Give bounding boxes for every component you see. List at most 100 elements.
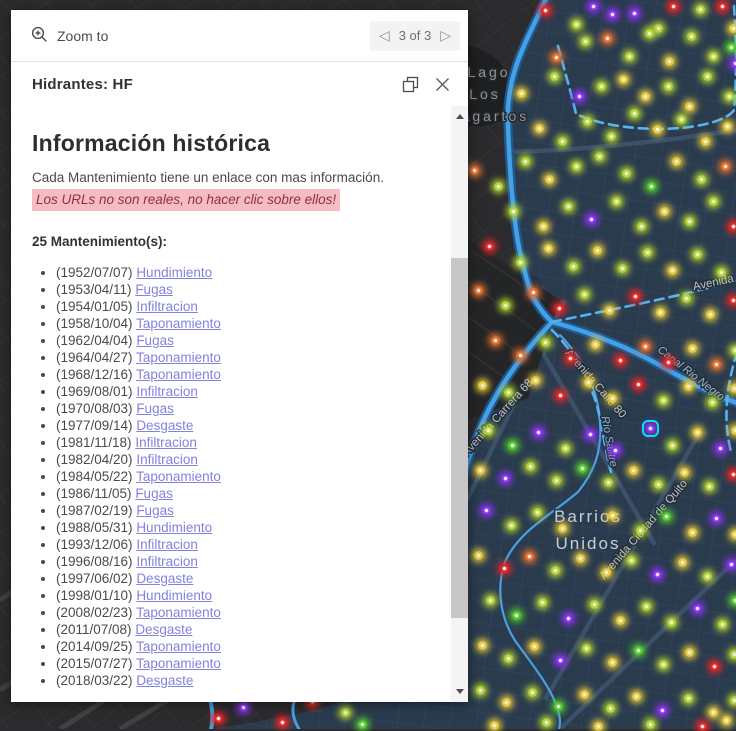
maintenance-link[interactable]: Taponamiento [136,605,221,620]
magnifier-plus-icon [31,26,48,46]
maintenance-link[interactable]: Infiltracion [136,384,198,399]
maintenance-item: (1987/02/19) Fugas [56,502,441,519]
popup-title: Hidrantes: HF [32,76,133,93]
maintenance-link[interactable]: Hundimiento [136,520,212,535]
maintenance-link[interactable]: Infiltracion [136,554,198,569]
zoom-to-button[interactable]: Zoom to [31,26,108,46]
lake-label: Lago [467,64,510,80]
maintenance-date: (1968/12/16) [56,367,136,382]
maintenance-item: (2018/03/22) Desgaste [56,672,441,689]
maintenance-item: (1954/01/05) Infiltracion [56,298,441,315]
next-feature-button[interactable]: ▷ [440,29,451,43]
maintenance-link[interactable]: Desgaste [135,622,192,637]
maintenance-item: (1962/04/04) Fugas [56,332,441,349]
maintenance-link[interactable]: Fugas [136,333,174,348]
scroll-down-button[interactable] [451,683,468,700]
feature-pager: ◁ 3 of 3 ▷ [370,21,460,51]
maintenance-item: (1964/04/27) Taponamiento [56,349,441,366]
maintenance-item: (1982/04/20) Infiltracion [56,451,441,468]
maintenance-link[interactable]: Infiltracion [136,299,198,314]
maintenance-item: (2008/02/23) Taponamiento [56,604,441,621]
maintenance-date: (1986/11/05) [56,486,135,501]
zoom-to-label: Zoom to [57,28,108,44]
maintenance-date: (1997/06/02) [56,571,136,586]
district-label: Barrios [554,507,622,526]
scroll-up-button[interactable] [451,108,468,125]
maintenance-date: (2008/02/23) [56,605,136,620]
maintenance-link[interactable]: Desgaste [136,673,193,688]
maintenance-link[interactable]: Infiltracion [136,537,198,552]
maintenance-date: (1984/05/22) [56,469,136,484]
popup-titlebar: Hidrantes: HF [11,62,468,106]
maintenance-item: (1958/10/04) Taponamiento [56,315,441,332]
maintenance-item: (1952/07/07) Hundimiento [56,264,441,281]
maintenance-link[interactable]: Taponamiento [136,639,221,654]
maintenance-item: (1998/01/10) Hundimiento [56,587,441,604]
maintenance-link[interactable]: Fugas [136,401,174,416]
maintenance-list: (1952/07/07) Hundimiento(1953/04/11) Fug… [32,264,441,689]
scrollbar-thumb[interactable] [451,258,468,618]
previous-feature-button[interactable]: ◁ [379,29,390,43]
maintenance-link[interactable]: Taponamiento [136,367,221,382]
popup-toolbar: Zoom to ◁ 3 of 3 ▷ [11,10,468,62]
maintenance-date: (1977/09/14) [56,418,136,433]
maintenance-link[interactable]: Hundimiento [136,588,212,603]
maintenance-date: (2014/09/25) [56,639,136,654]
maintenance-date: (2011/07/08) [56,622,135,637]
maintenance-link[interactable]: Taponamiento [136,469,221,484]
maintenance-item: (1968/12/16) Taponamiento [56,366,441,383]
maintenance-link[interactable]: Taponamiento [136,350,221,365]
maintenance-item: (1969/08/01) Infiltracion [56,383,441,400]
maintenance-date: (1954/01/05) [56,299,136,314]
maintenance-date: (1982/04/20) [56,452,136,467]
content-heading: Información histórica [32,134,441,153]
pager-text: 3 of 3 [399,28,432,43]
maintenance-date: (2015/07/27) [56,656,136,671]
maintenance-date: (1993/12/06) [56,537,136,552]
maintenance-link[interactable]: Desgaste [136,571,193,586]
maintenance-date: (1952/07/07) [56,265,136,280]
intro-text: Cada Mantenimiento tiene un enlace con m… [32,168,441,187]
maintenance-link[interactable]: Fugas [136,503,174,518]
maintenance-item: (1997/06/02) Desgaste [56,570,441,587]
maintenance-link[interactable]: Desgaste [136,418,193,433]
warning-text: Los URLs no son reales, no hacer clic so… [32,189,340,211]
maintenance-link[interactable]: Taponamiento [136,316,221,331]
maintenance-item: (1953/04/11) Fugas [56,281,441,298]
maintenance-date: (1964/04/27) [56,350,136,365]
maintenance-link[interactable]: Fugas [135,486,173,501]
maintenance-item: (1984/05/22) Taponamiento [56,468,441,485]
feature-popup: Zoom to ◁ 3 of 3 ▷ Hidrantes: HF [11,10,468,702]
maintenance-count: 25 Mantenimiento(s): [32,232,441,251]
dock-button[interactable] [402,76,419,93]
maintenance-item: (1993/12/06) Infiltracion [56,536,441,553]
maintenance-date: (1969/08/01) [56,384,136,399]
maintenance-date: (1998/01/10) [56,588,136,603]
maintenance-item: (1988/05/31) Hundimiento [56,519,441,536]
maintenance-item: (2011/07/08) Desgaste [56,621,441,638]
maintenance-link[interactable]: Taponamiento [136,656,221,671]
maintenance-date: (1981/11/18) [56,435,135,450]
maintenance-date: (1958/10/04) [56,316,136,331]
maintenance-link[interactable]: Hundimiento [136,265,212,280]
maintenance-link[interactable]: Infiltracion [135,435,197,450]
maintenance-item: (2015/07/27) Taponamiento [56,655,441,672]
maintenance-item: (1977/09/14) Desgaste [56,417,441,434]
maintenance-item: (1981/11/18) Infiltracion [56,434,441,451]
maintenance-link[interactable]: Infiltracion [136,452,198,467]
maintenance-date: (2018/03/22) [56,673,136,688]
maintenance-date: (1953/04/11) [56,282,135,297]
maintenance-date: (1970/08/03) [56,401,136,416]
maintenance-link[interactable]: Fugas [135,282,173,297]
popup-scrollbar[interactable] [451,106,468,702]
close-button[interactable] [435,77,450,92]
maintenance-date: (1988/05/31) [56,520,136,535]
lake-label: Los [469,86,501,102]
maintenance-item: (1996/08/16) Infiltracion [56,553,441,570]
maintenance-date: (1987/02/19) [56,503,136,518]
popup-content: Información histórica Cada Mantenimiento… [11,106,451,702]
maintenance-item: (2014/09/25) Taponamiento [56,638,441,655]
maintenance-date: (1962/04/04) [56,333,136,348]
maintenance-date: (1996/08/16) [56,554,136,569]
maintenance-item: (1986/11/05) Fugas [56,485,441,502]
